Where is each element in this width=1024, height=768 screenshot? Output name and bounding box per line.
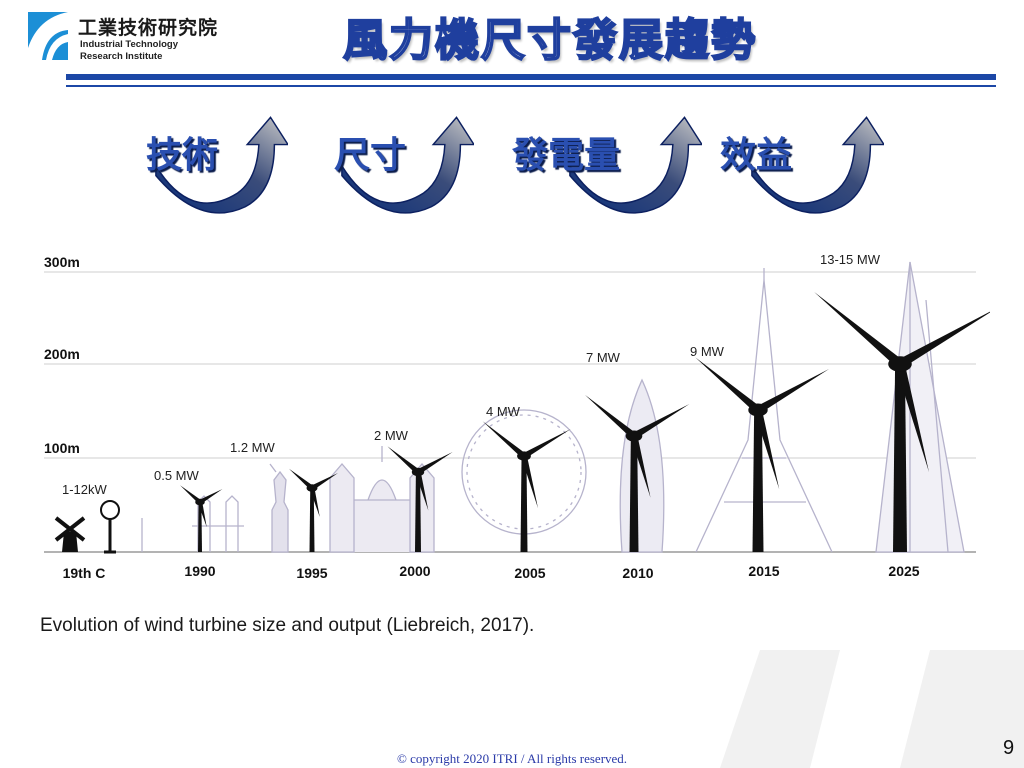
wind-turbine-icon-2010 xyxy=(584,394,690,552)
axis-label-100m: 100m xyxy=(44,440,80,456)
title-divider-thin xyxy=(66,85,996,87)
landmark-silhouettes xyxy=(141,261,965,553)
era-year-1995: 1995 xyxy=(296,565,327,581)
era-year-2025: 2025 xyxy=(888,563,919,579)
era-power-2005: 4 MW xyxy=(486,404,521,419)
keyword-size: 尺寸 xyxy=(334,135,407,176)
wind-turbine-icon-2000 xyxy=(387,446,453,552)
traditional-windmill-icon xyxy=(54,500,120,554)
page-number: 9 xyxy=(1003,737,1015,759)
itri-logo: 工業技術研究院 Industrial Technology Research I… xyxy=(28,12,218,64)
era-year-2000: 2000 xyxy=(399,563,430,579)
era-year-2010: 2010 xyxy=(622,565,653,581)
era-power-1995: 1.2 MW xyxy=(230,440,276,455)
keyword-technology: 技術 xyxy=(146,135,219,176)
era-year-2005: 2005 xyxy=(514,565,545,581)
wind-turbine-icon-2025 xyxy=(814,292,990,552)
keyword-benefit: 效益 xyxy=(720,135,793,176)
slide-title: 風力機尺寸發展趨勢 xyxy=(342,14,757,67)
figure-caption: Evolution of wind turbine size and outpu… xyxy=(40,615,535,636)
era-power-1990: 0.5 MW xyxy=(154,468,200,483)
era-year-19th-c: 19th C xyxy=(63,565,106,581)
title-divider-thick xyxy=(66,74,996,80)
wind-turbine-icon-1990 xyxy=(180,485,223,552)
axis-label-300m: 300m xyxy=(44,254,80,270)
logo-english-name-line2: Research Institute xyxy=(80,51,163,62)
keyword-power-output: 發電量 xyxy=(512,135,621,176)
wind-turbine-icon-2015 xyxy=(695,357,830,552)
itri-logo-mark-icon xyxy=(28,12,68,60)
era-power-2025: 13-15 MW xyxy=(820,252,881,267)
copyright-notice: © copyright 2020 ITRI / All rights reser… xyxy=(396,751,628,766)
era-labels: 19th C 1990 1995 2000 2005 2010 2015 202… xyxy=(62,252,920,581)
era-year-2015: 2015 xyxy=(748,563,779,579)
era-power-2000: 2 MW xyxy=(374,428,409,443)
background-quote-decoration xyxy=(720,650,1024,768)
era-year-1990: 1990 xyxy=(184,563,215,579)
wind-turbine-icon-2005 xyxy=(482,421,571,552)
era-power-2015: 9 MW xyxy=(690,344,725,359)
era-power-19th-c: 1-12kW xyxy=(62,482,108,497)
turbine-evolution-figure: 300m 200m 100m 19th C xyxy=(44,252,990,581)
era-power-2010: 7 MW xyxy=(586,350,621,365)
logo-chinese-name: 工業技術研究院 xyxy=(78,17,219,39)
wind-turbine-icon-1995 xyxy=(289,468,338,552)
logo-english-name-line1: Industrial Technology xyxy=(80,39,178,50)
turbine-group xyxy=(180,292,990,552)
axis-label-200m: 200m xyxy=(44,346,80,362)
